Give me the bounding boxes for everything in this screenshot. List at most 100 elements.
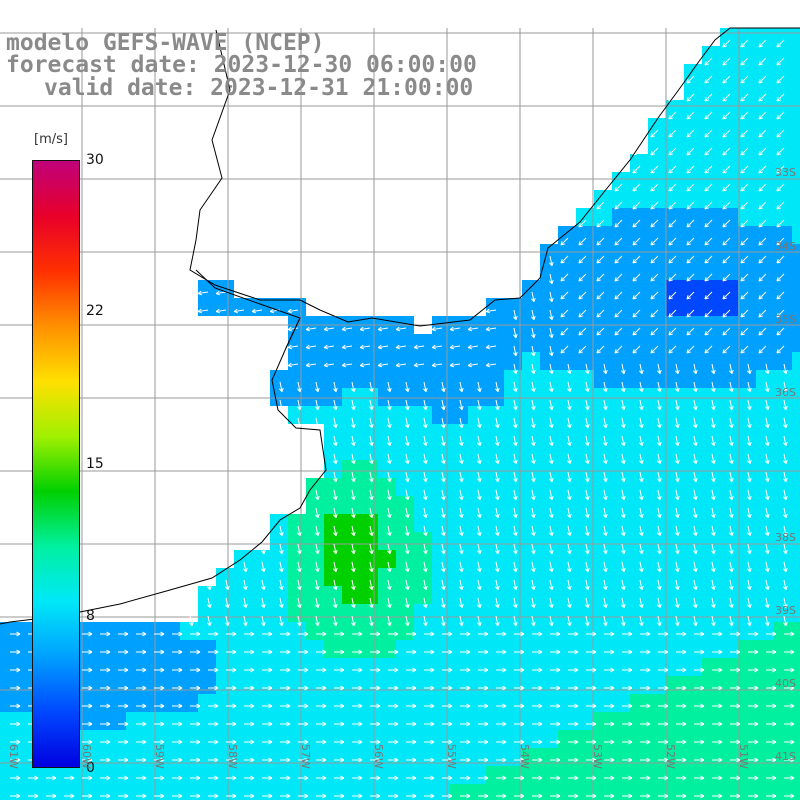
ocean-cell [666, 478, 684, 496]
ocean-cell [774, 46, 792, 64]
ocean-cell [684, 280, 702, 298]
ocean-cell [324, 388, 342, 406]
ocean-cell [450, 640, 468, 658]
wind-arrow [208, 739, 219, 745]
ocean-cell [756, 550, 774, 568]
ocean-cell [270, 550, 288, 568]
wind-arrow [722, 75, 731, 84]
wind-arrow [333, 471, 338, 483]
ocean-cell [684, 226, 702, 244]
ocean-cell [252, 568, 270, 586]
ocean-cell [738, 568, 756, 586]
wind-arrow [100, 775, 111, 781]
wind-arrow [675, 453, 680, 465]
wind-arrow [567, 525, 572, 537]
ocean-cell [396, 532, 414, 550]
ocean-cell [414, 442, 432, 460]
ocean-cell [216, 712, 234, 730]
wind-arrow [568, 631, 579, 637]
ocean-cell [720, 226, 738, 244]
wind-arrow [729, 507, 734, 519]
wind-arrow [747, 363, 752, 375]
wind-arrow [550, 703, 561, 709]
ocean-cell [558, 226, 576, 244]
ocean-cell [342, 550, 360, 568]
wind-arrow [640, 703, 651, 709]
wind-arrow [305, 344, 317, 350]
ocean-cell [774, 478, 792, 496]
ocean-cell [558, 694, 576, 712]
model-title: modelo GEFS-WAVE (NCEP) [6, 30, 325, 56]
ocean-cell [342, 730, 360, 748]
wind-arrow [442, 703, 453, 709]
ocean-cell [378, 406, 396, 424]
wind-arrow [351, 453, 356, 465]
ocean-cell [378, 766, 396, 784]
wind-arrow [668, 327, 677, 336]
wind-arrow [765, 471, 770, 483]
ocean-cell [18, 766, 36, 784]
wind-arrow [614, 291, 623, 300]
wind-arrow [323, 362, 335, 368]
ocean-cell [396, 568, 414, 586]
ocean-cell [504, 748, 522, 766]
wind-arrow [550, 757, 561, 763]
wind-arrow [694, 757, 705, 763]
ocean-cell [702, 658, 720, 676]
wind-arrow [621, 543, 626, 555]
wind-arrow [485, 362, 497, 368]
wind-arrow [478, 703, 489, 709]
wind-arrow [776, 255, 785, 264]
wind-arrow [632, 255, 641, 264]
lon-label: 60W [80, 744, 93, 769]
wind-arrow [531, 417, 536, 429]
wind-arrow [603, 615, 608, 627]
wind-arrow [596, 237, 605, 246]
wind-arrow [190, 649, 201, 655]
ocean-cell [756, 208, 774, 226]
ocean-cell [576, 586, 594, 604]
colorbar-tick-8: 8 [86, 608, 95, 624]
wind-arrow [190, 721, 201, 727]
ocean-cell [414, 388, 432, 406]
ocean-cell [378, 442, 396, 460]
ocean-cell [306, 784, 324, 800]
wind-arrow [405, 435, 410, 447]
wind-arrow [549, 327, 554, 339]
wind-arrow [758, 273, 767, 282]
wind-arrow [351, 543, 356, 555]
ocean-cell [720, 388, 738, 406]
wind-arrow [596, 273, 605, 282]
wind-arrow [639, 543, 644, 555]
ocean-cell [378, 748, 396, 766]
ocean-cell [756, 154, 774, 172]
ocean-cell [468, 586, 486, 604]
lon-label: 55W [445, 744, 458, 769]
ocean-cell [486, 424, 504, 442]
wind-arrow [280, 775, 291, 781]
wind-arrow [136, 649, 147, 655]
wind-arrow [513, 309, 518, 321]
wind-arrow [449, 326, 461, 332]
wind-arrow [179, 272, 191, 278]
wind-arrow [352, 667, 363, 673]
ocean-cell [540, 298, 558, 316]
ocean-cell [576, 676, 594, 694]
wind-arrow [550, 667, 561, 673]
wind-arrow [622, 703, 633, 709]
wind-arrow [686, 273, 695, 282]
wind-arrow [316, 703, 327, 709]
wind-arrow [765, 399, 770, 411]
ocean-cell [522, 622, 540, 640]
wind-arrow [351, 417, 356, 429]
ocean-cell [396, 622, 414, 640]
wind-arrow [632, 345, 641, 354]
ocean-cell [522, 766, 540, 784]
wind-arrow [514, 793, 525, 799]
ocean-cell [702, 442, 720, 460]
ocean-cell [792, 658, 800, 676]
wind-arrow [82, 793, 93, 799]
ocean-cell [720, 676, 738, 694]
wind-arrow [244, 739, 255, 745]
wind-arrow [387, 399, 392, 411]
